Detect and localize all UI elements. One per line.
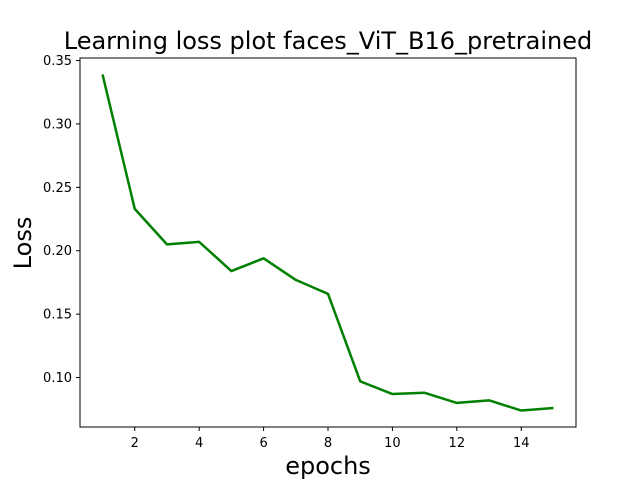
x-tick-label: 8 [324,436,332,451]
x-tick-label: 2 [131,436,139,451]
y-tick-label: 0.30 [43,117,72,132]
y-tick-label: 0.35 [43,54,72,69]
x-tick-label: 12 [449,436,466,451]
x-tick-label: 10 [384,436,401,451]
series-group [101,74,554,412]
x-axis-ticks: 2 4 6 8 10 12 14 [131,427,530,451]
x-tick-label: 4 [195,436,203,451]
series-line-0 [101,74,554,412]
y-tick-label: 0.25 [43,181,72,196]
y-tick-label: 0.15 [43,308,72,323]
y-axis-ticks: 0.10 0.15 0.20 0.25 0.30 0.35 [43,54,80,386]
x-tick-label: 6 [259,436,267,451]
y-axis-label: Loss [9,217,37,270]
x-tick-label: 14 [513,436,530,451]
chart-title: Learning loss plot faces_ViT_B16_pretrai… [64,27,592,55]
plot-area: 2 4 6 8 10 12 14 0.10 0.15 0.20 0.25 0.30 0.35 [43,54,577,451]
x-axis-label: epochs [285,452,371,480]
y-tick-label: 0.10 [43,371,72,386]
y-tick-label: 0.20 [43,244,72,259]
